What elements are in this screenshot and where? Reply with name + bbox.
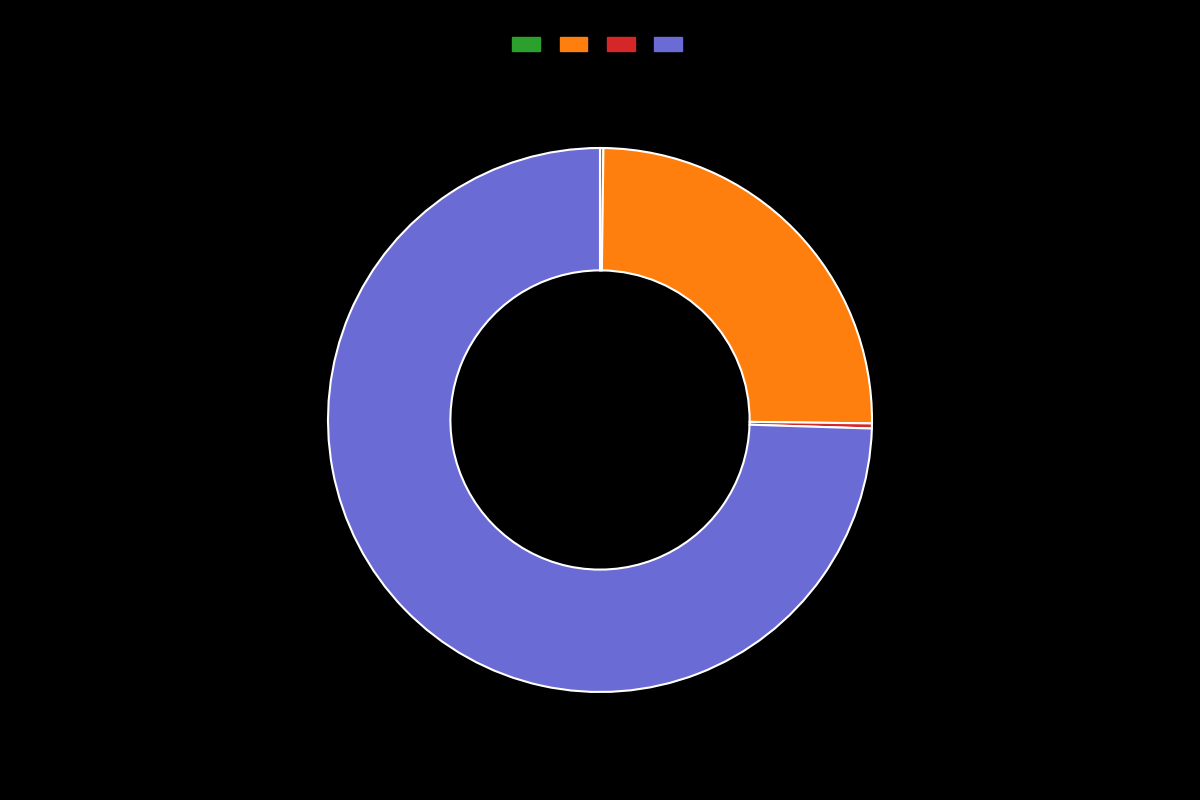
Legend:  ,  ,  ,  : , , , (508, 33, 692, 56)
Wedge shape (328, 148, 872, 692)
Wedge shape (600, 148, 604, 270)
Wedge shape (602, 148, 872, 423)
Wedge shape (750, 422, 872, 429)
